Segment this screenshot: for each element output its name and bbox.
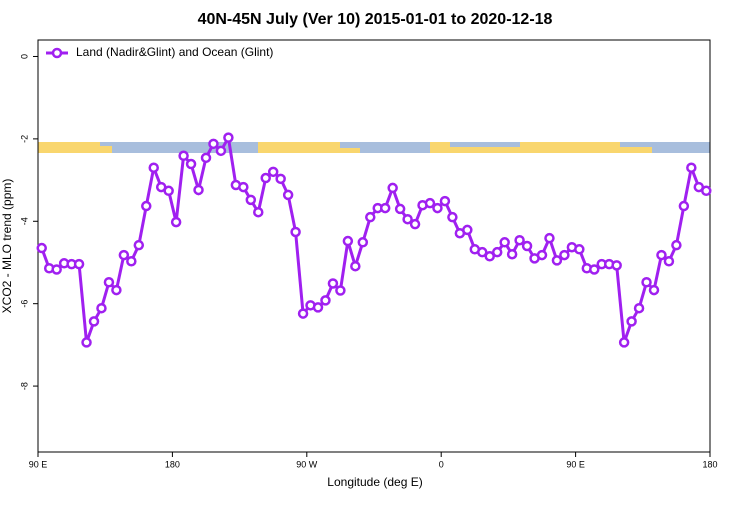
data-point <box>238 181 249 193</box>
data-point <box>701 185 712 197</box>
x-tick-label: 0 <box>439 459 444 469</box>
data-point <box>618 337 630 348</box>
legend-label: Land (Nadir&Glint) and Ocean (Glint) <box>76 45 273 59</box>
data-point <box>379 202 391 214</box>
data-point <box>208 138 219 150</box>
data-point <box>327 278 339 289</box>
data-point <box>126 255 137 267</box>
data-point <box>506 248 518 260</box>
data-point <box>574 244 585 255</box>
data-point <box>521 240 533 252</box>
data-point <box>357 237 369 248</box>
data-point <box>163 185 174 197</box>
x-tick-label: 180 <box>702 459 717 469</box>
data-point <box>267 166 279 178</box>
data-point <box>611 260 622 271</box>
data-point <box>133 239 145 251</box>
data-point <box>447 211 458 223</box>
data-point <box>88 316 100 327</box>
data-point <box>36 242 47 254</box>
x-tick-label: 90 W <box>296 459 318 469</box>
data-point <box>118 249 130 261</box>
legend-marker <box>51 47 63 59</box>
data-point <box>253 206 264 218</box>
data-point <box>342 235 354 247</box>
data-point <box>394 203 406 215</box>
legend: Land (Nadir&Glint) and Ocean (Glint) <box>46 45 273 59</box>
data-point <box>686 162 697 173</box>
data-point <box>365 211 376 223</box>
data-point <box>491 246 503 258</box>
data-point <box>297 308 309 319</box>
data-point <box>51 264 62 275</box>
data-point <box>185 158 197 170</box>
y-tick-label: -8 <box>19 382 29 390</box>
data-point <box>424 197 436 209</box>
data-point <box>96 302 107 314</box>
data-point <box>439 195 451 207</box>
data-point <box>141 200 152 212</box>
data-point <box>671 239 682 251</box>
data-point <box>275 173 286 185</box>
data-point <box>648 284 660 296</box>
data-point <box>432 202 443 214</box>
data-point <box>514 234 525 246</box>
y-tick-label: -2 <box>19 135 29 143</box>
data-point <box>633 302 645 314</box>
x-tick-label: 90 E <box>566 459 585 469</box>
chart-title: 40N-45N July (Ver 10) 2015-01-01 to 2020… <box>198 11 553 28</box>
y-tick-label: -6 <box>19 300 29 308</box>
data-point <box>178 150 189 162</box>
data-point <box>335 285 346 296</box>
data-point <box>477 246 488 258</box>
data-point <box>626 316 637 327</box>
data-point <box>320 295 331 306</box>
data-point <box>589 264 600 275</box>
data-point <box>223 132 234 143</box>
data-point <box>641 277 652 288</box>
x-tick-label: 180 <box>165 459 180 469</box>
data-point <box>678 200 690 212</box>
data-point <box>290 226 301 238</box>
y-axis-title: XCO2 - MLO trend (ppm) <box>0 179 14 314</box>
data-point <box>200 152 212 164</box>
data-point <box>245 194 257 206</box>
data-point <box>663 255 675 267</box>
data-point <box>656 249 667 261</box>
data-point <box>402 213 413 225</box>
data-point <box>536 249 548 261</box>
land-ocean-strip <box>38 142 710 153</box>
y-tick-label: 0 <box>19 54 29 59</box>
data-point <box>215 145 227 157</box>
data-point <box>462 224 473 236</box>
data-point <box>499 237 510 248</box>
data-point <box>282 189 294 201</box>
series-line <box>40 133 707 343</box>
y-tick-label: -4 <box>19 217 29 225</box>
data-point <box>387 182 398 194</box>
x-axis-title: Longitude (deg E) <box>327 475 422 489</box>
data-point <box>193 184 204 196</box>
data-point <box>544 232 555 244</box>
data-point <box>148 162 159 173</box>
data-point <box>350 260 361 272</box>
x-tick-label: 90 E <box>29 459 48 469</box>
data-point <box>484 251 495 262</box>
data-point <box>81 337 92 348</box>
data-point <box>170 216 182 228</box>
data-point <box>559 249 570 261</box>
data-point <box>260 172 271 184</box>
data-point <box>111 284 122 296</box>
data-point <box>312 302 324 313</box>
data-point <box>73 258 85 270</box>
data-point <box>103 277 115 288</box>
data-point <box>409 218 421 230</box>
data-point <box>551 255 563 266</box>
